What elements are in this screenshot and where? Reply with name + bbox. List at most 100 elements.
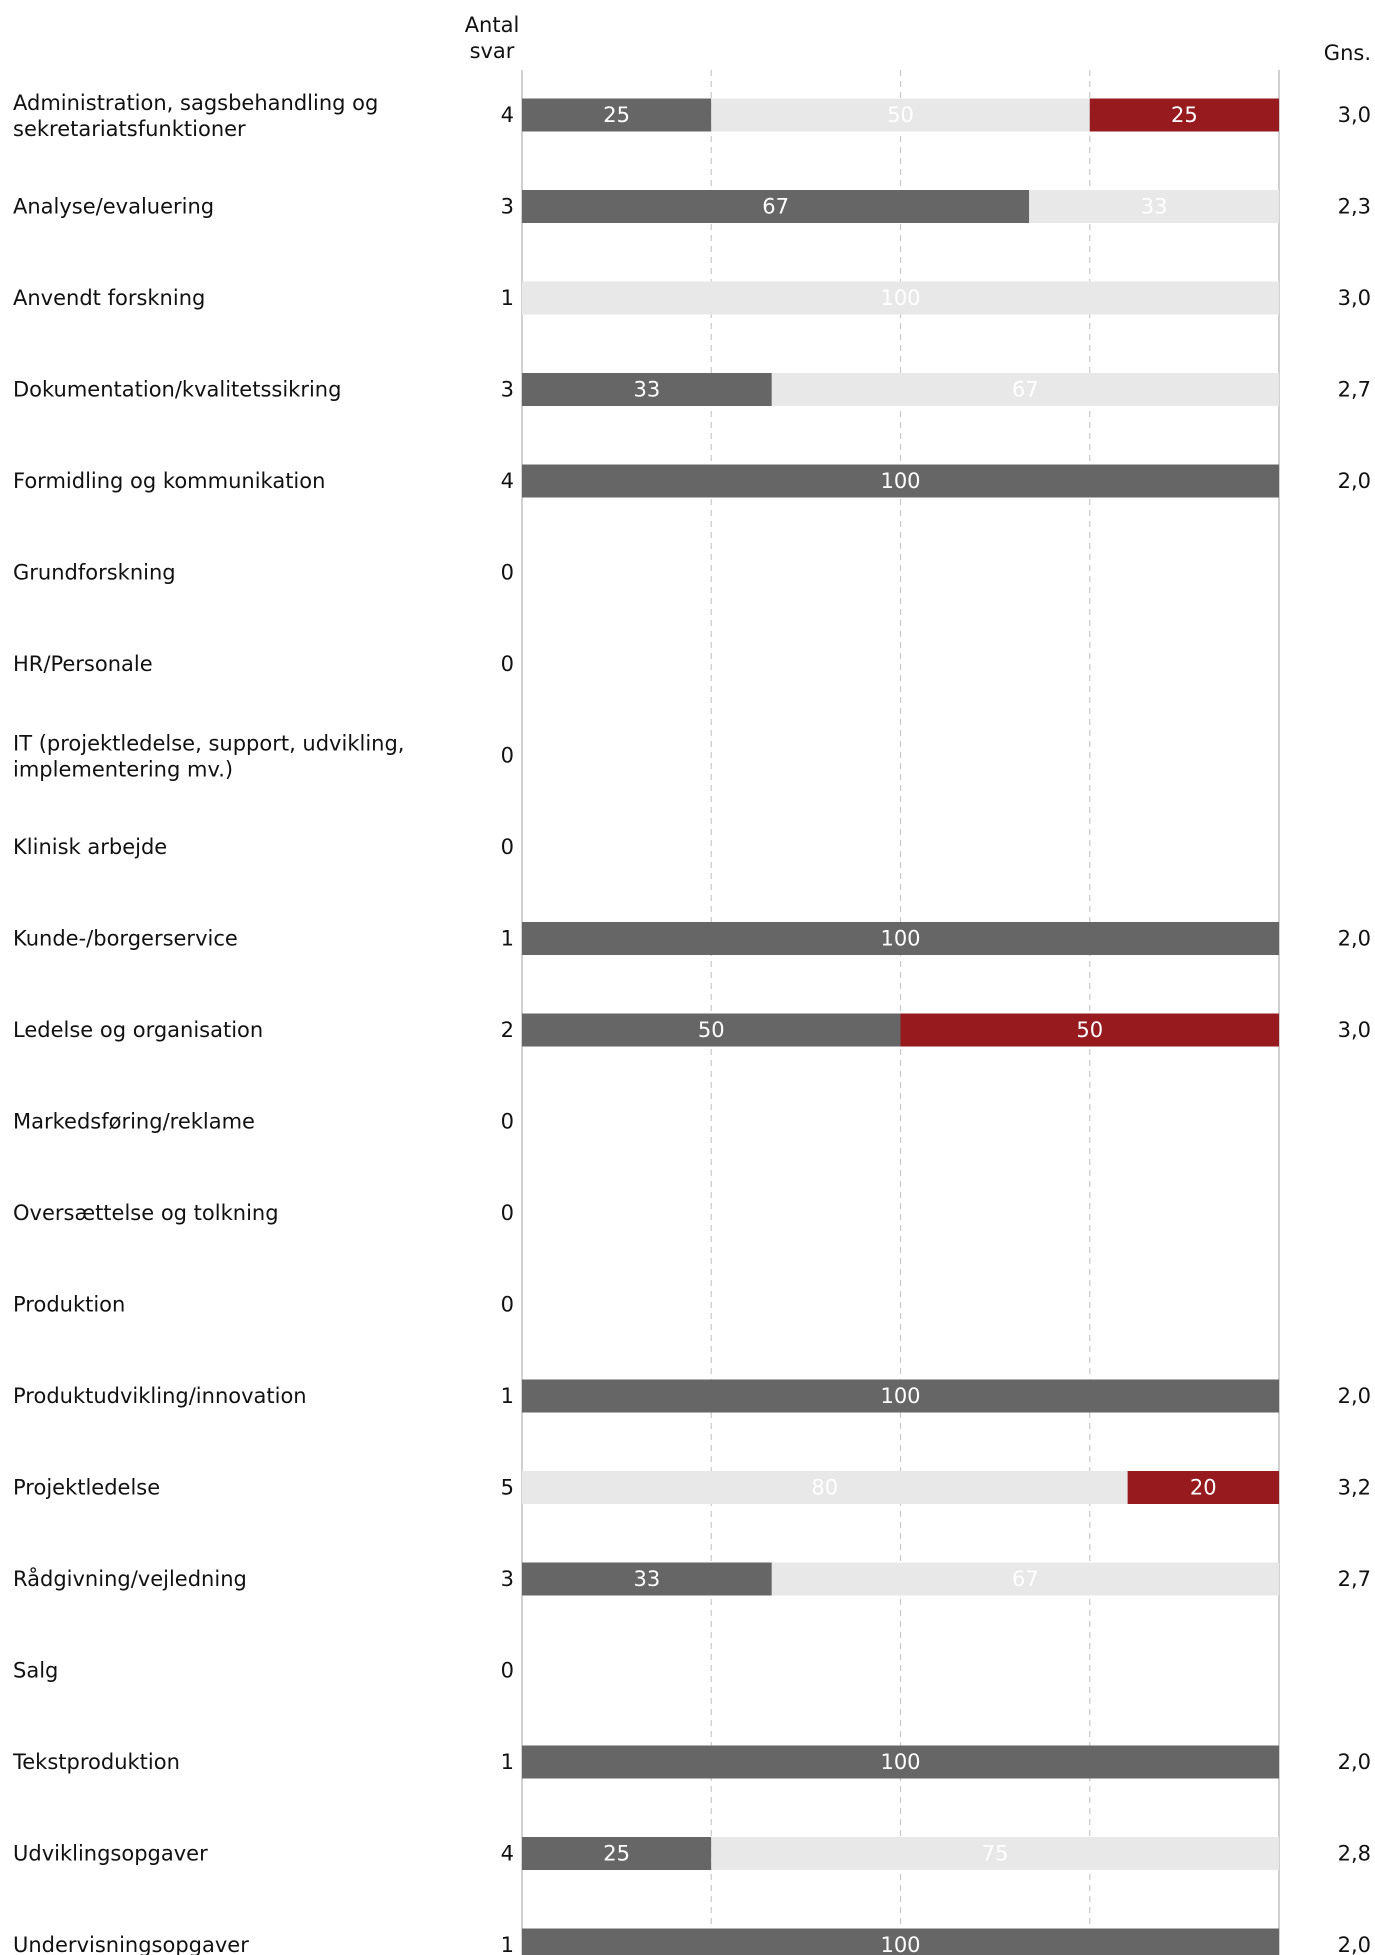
bar-segment-label: 20 [1190, 1476, 1217, 1500]
count-value: 1 [501, 286, 514, 310]
bar-segment-label: 33 [1141, 195, 1168, 219]
count-value: 0 [501, 1293, 514, 1317]
count-value: 0 [501, 1659, 514, 1683]
bar-segment [522, 922, 1279, 955]
count-value: 3 [501, 195, 514, 219]
bar-segment-label: 80 [811, 1476, 838, 1500]
bar-segment [771, 1562, 1279, 1596]
category-label: IT (projektledelse, support, udvikling, [13, 732, 404, 756]
category-label: HR/Personale [13, 652, 153, 676]
category-label: Ledelse og organisation [13, 1018, 263, 1042]
count-value: 1 [501, 1384, 514, 1408]
bar-segment-label: 25 [1171, 103, 1198, 127]
category-label: Administration, sagsbehandling og [13, 91, 378, 115]
average-value: 2,8 [1338, 1842, 1371, 1866]
count-value: 0 [501, 1110, 514, 1134]
category-label: Udviklingsopgaver [13, 1842, 208, 1866]
count-value: 5 [501, 1476, 514, 1500]
count-value: 0 [501, 835, 514, 859]
category-label: Undervisningsopgaver [13, 1933, 249, 1955]
average-value: 2,0 [1338, 469, 1371, 493]
average-value: 3,0 [1338, 103, 1371, 127]
category-label: Markedsføring/reklame [13, 1110, 255, 1134]
bar-segment [522, 1837, 712, 1870]
bar-segment-label: 100 [880, 469, 920, 493]
average-value: 3,0 [1338, 286, 1371, 310]
count-value: 0 [501, 652, 514, 676]
average-value: 2,7 [1338, 378, 1371, 402]
bar-segment [522, 281, 1279, 315]
count-header-line2: svar [470, 39, 515, 63]
category-label: sekretariatsfunktioner [13, 117, 246, 141]
average-value: 3,2 [1338, 1476, 1371, 1500]
count-value: 1 [501, 927, 514, 951]
average-value: 2,3 [1338, 195, 1371, 219]
bar-segment [522, 1013, 901, 1047]
bar-segment [1127, 1471, 1279, 1504]
bar-segment-label: 33 [634, 378, 661, 402]
count-value: 0 [501, 561, 514, 585]
category-label: Salg [13, 1659, 58, 1683]
category-label: Formidling og kommunikation [13, 469, 325, 493]
bar-segment [522, 190, 1030, 223]
category-label: Tekstproduktion [12, 1750, 180, 1774]
bar-segment-label: 75 [982, 1842, 1009, 1866]
category-label: implementering mv.) [13, 758, 233, 782]
count-value: 3 [501, 1567, 514, 1591]
labels-layer: Administration, sagsbehandling ogsekreta… [12, 91, 1371, 1955]
bar-segment-label: 100 [880, 1384, 920, 1408]
count-value: 4 [501, 103, 514, 127]
count-value: 1 [501, 1933, 514, 1955]
bar-segment [711, 98, 1090, 132]
bar-segment-label: 100 [880, 1750, 920, 1774]
bar-segment [522, 373, 772, 406]
average-value: 2,0 [1338, 1750, 1371, 1774]
count-value: 0 [501, 744, 514, 768]
average-value: 2,0 [1338, 1384, 1371, 1408]
bar-segment [522, 1745, 1279, 1779]
bar-segment-label: 33 [634, 1567, 661, 1591]
category-label: Produktudvikling/innovation [13, 1384, 307, 1408]
count-value: 0 [501, 1201, 514, 1225]
grid-layer [521, 70, 1280, 1955]
bar-segment [522, 464, 1279, 498]
bar-segment-label: 100 [880, 927, 920, 951]
category-label: Produktion [13, 1293, 125, 1317]
bar-segment [1089, 98, 1279, 132]
category-label: Projektledelse [13, 1476, 160, 1500]
category-label: Oversættelse og tolkning [13, 1201, 279, 1225]
category-label: Grundforskning [13, 561, 176, 585]
bar-segment [522, 98, 712, 132]
bar-segment-label: 50 [887, 103, 914, 127]
bar-segment-label: 67 [1012, 378, 1039, 402]
bar-segment-label: 25 [603, 1842, 630, 1866]
bar-segment [711, 1837, 1279, 1870]
bars-layer: 25 50 25 67 33 100 33 67 100 100 50 50 100 80 20 33 67 10… [522, 98, 1279, 1955]
bar-segment-label: 100 [880, 286, 920, 310]
bar-segment-label: 50 [698, 1018, 725, 1042]
average-value: 2,7 [1338, 1567, 1371, 1591]
count-value: 1 [501, 1750, 514, 1774]
count-header-line1: Antal [465, 13, 520, 37]
bar-segment [522, 1379, 1279, 1413]
category-label: Kunde-/borgerservice [13, 927, 238, 951]
count-value: 3 [501, 378, 514, 402]
category-label: Rådgivning/vejledning [13, 1566, 247, 1591]
bar-segment [771, 373, 1279, 406]
count-value: 2 [501, 1018, 514, 1042]
category-label: Klinisk arbejde [13, 835, 167, 859]
count-value: 4 [501, 1842, 514, 1866]
bar-segment-label: 25 [603, 103, 630, 127]
average-value: 2,0 [1338, 1933, 1371, 1955]
bar-segment-label: 50 [1076, 1018, 1103, 1042]
bar-segment [522, 1471, 1128, 1504]
bar-segment-label: 100 [880, 1933, 920, 1955]
category-label: Analyse/evaluering [13, 195, 214, 219]
bar-segment [522, 1928, 1279, 1955]
average-header: Gns. [1324, 41, 1371, 65]
bar-segment [1029, 190, 1279, 223]
average-value: 3,0 [1338, 1018, 1371, 1042]
bar-segment [900, 1013, 1279, 1047]
bar-segment-label: 67 [762, 195, 789, 219]
